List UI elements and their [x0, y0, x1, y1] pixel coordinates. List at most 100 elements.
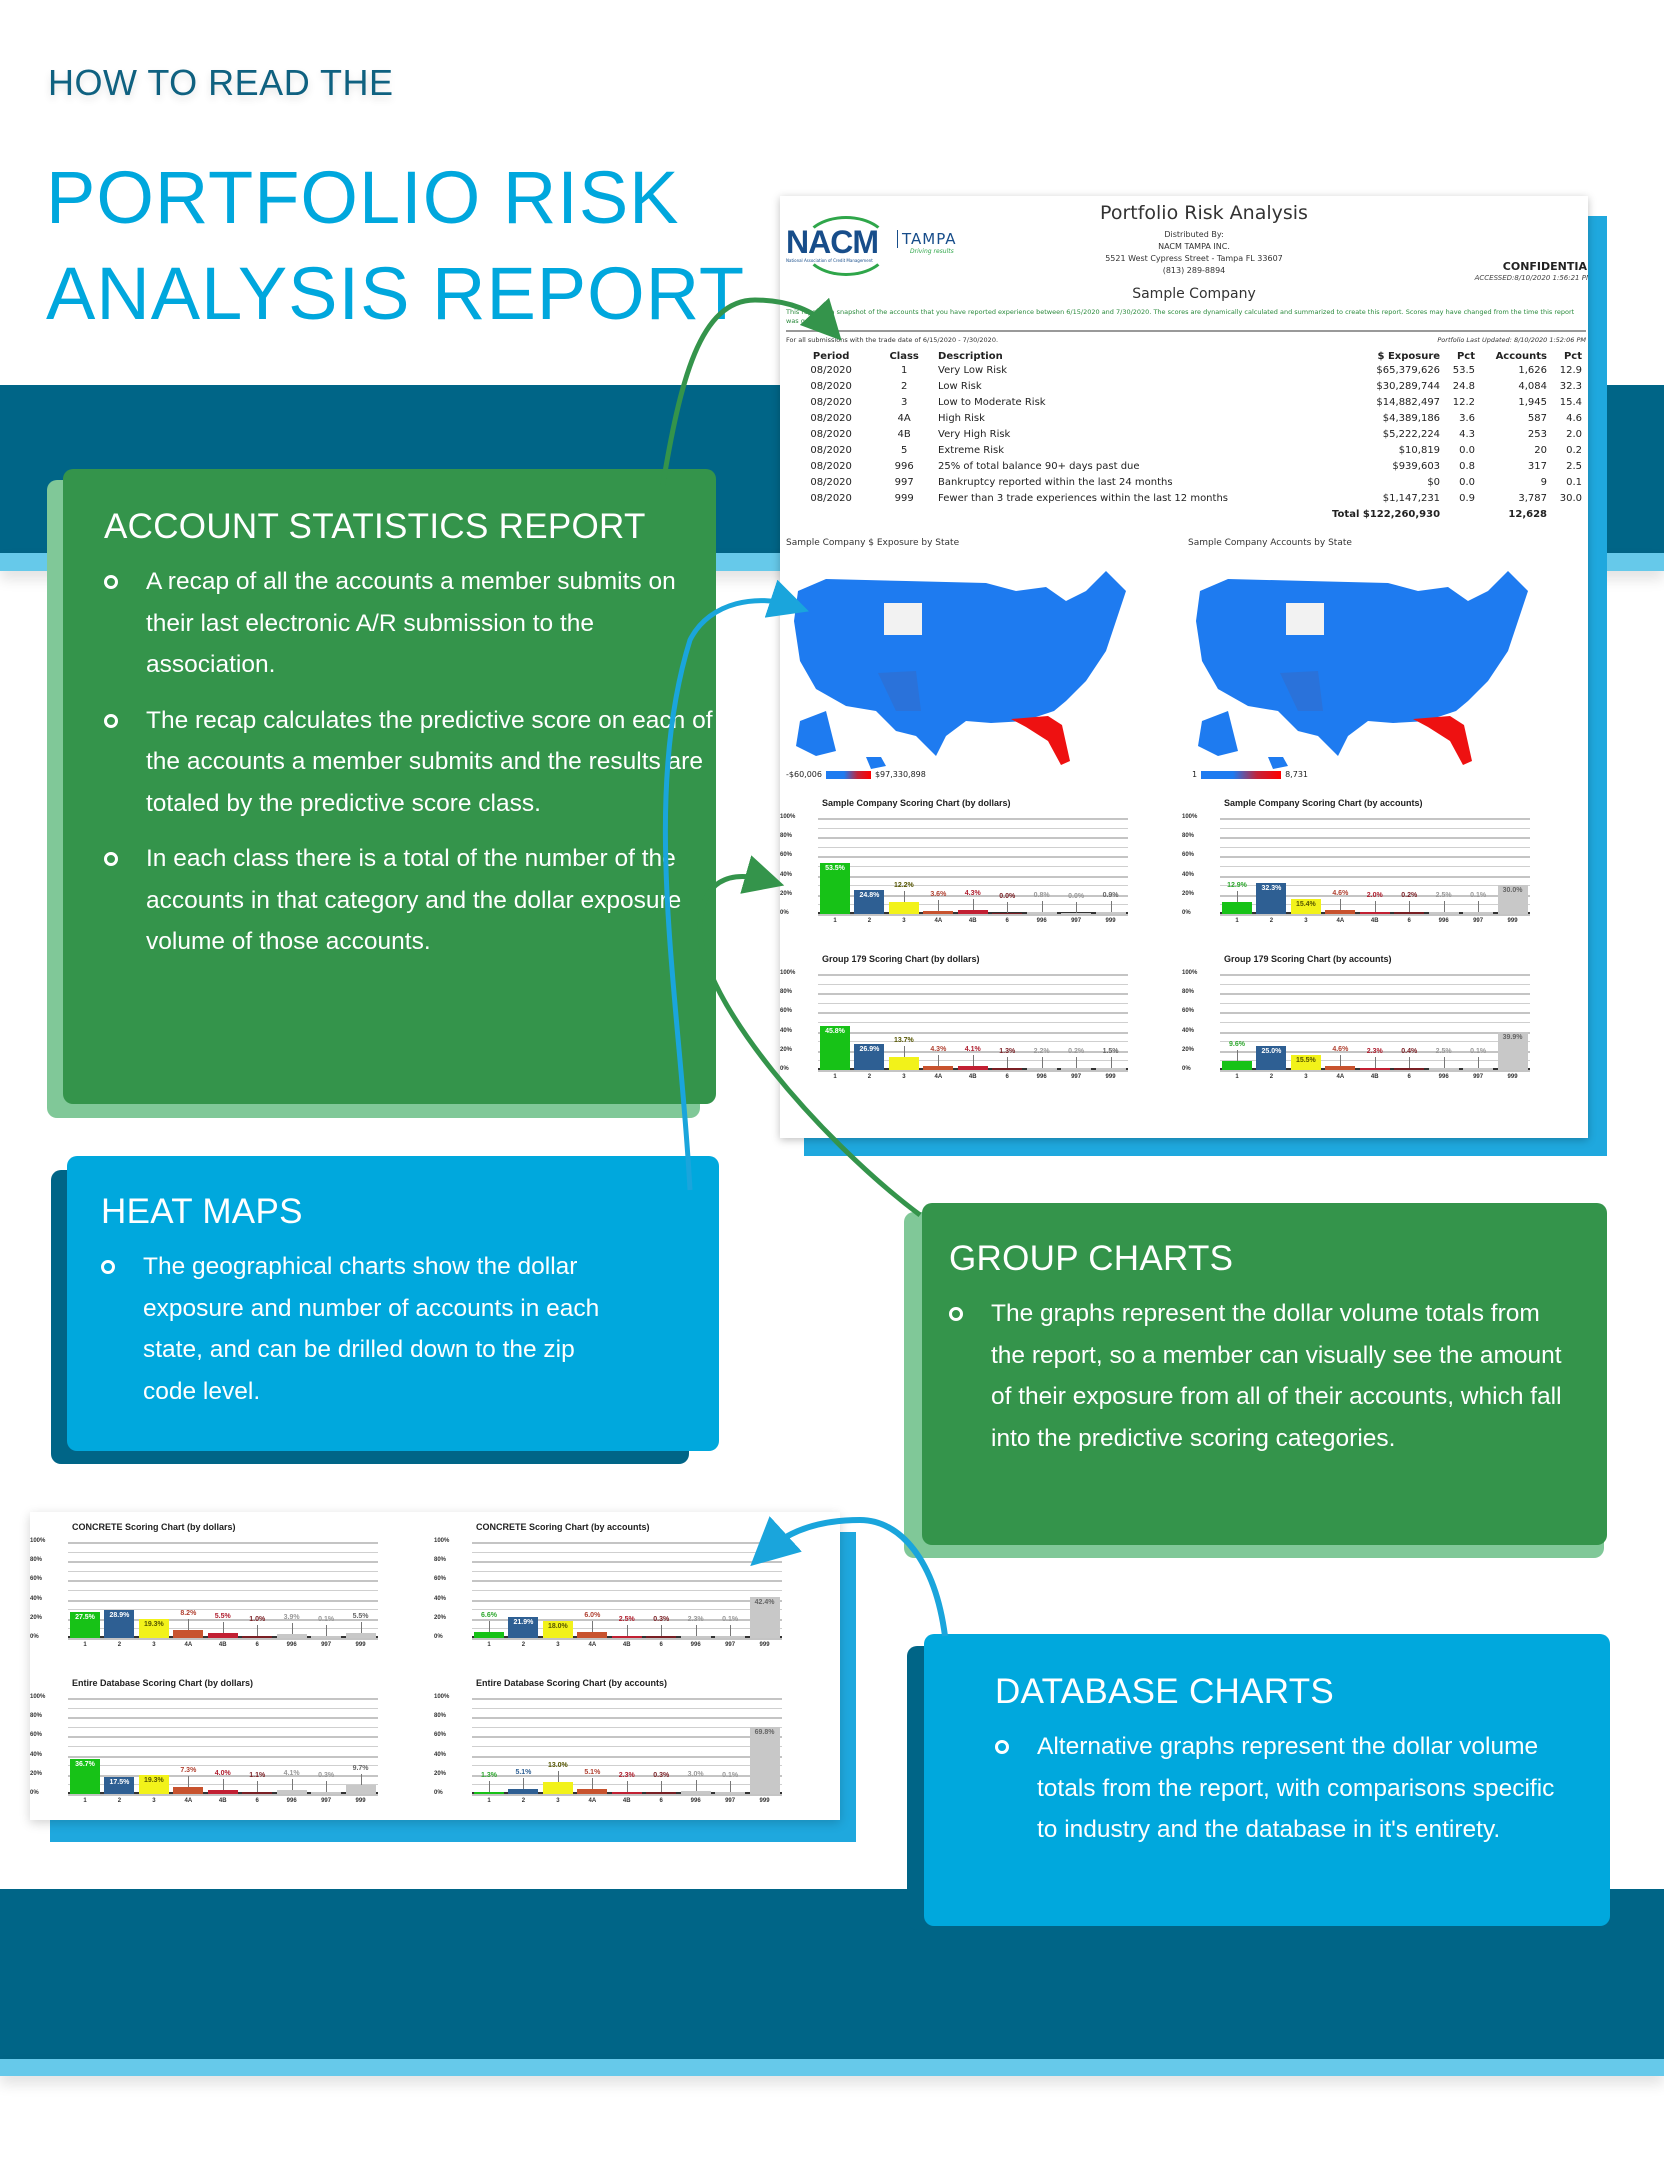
accessed-timestamp: ACCESSED:8/10/2020 1:56:21 PM: [1474, 274, 1588, 282]
bar: [1463, 1068, 1494, 1070]
label-stem: [291, 1779, 293, 1791]
bar-value-label: 1.5%: [1102, 1048, 1119, 1055]
gridline: [68, 1794, 378, 1796]
legend-gradient: [1201, 770, 1282, 779]
y-tick-label: 60%: [30, 1576, 43, 1583]
label-stem: [1237, 890, 1238, 902]
table-row: 08/2020 1 Very Low Risk $65,379,626 53.5 1,62…: [790, 362, 1584, 378]
gridline: [818, 983, 1128, 985]
x-tick-label: 996: [286, 1642, 297, 1648]
bar: [1061, 913, 1092, 914]
gridline: [1220, 993, 1530, 996]
exposure-pct-cell: 0.9: [1459, 492, 1476, 504]
x-tick-label: 4A: [184, 1642, 193, 1648]
exposure-cell: $0: [1427, 476, 1441, 488]
class-cell: 1: [900, 364, 908, 376]
class-cell: 2: [900, 380, 908, 392]
y-tick-label: 0%: [434, 1634, 443, 1640]
bar: [311, 1792, 342, 1794]
gridline: [818, 1012, 1128, 1015]
label-stem: [695, 1780, 697, 1792]
bar-value-label: 1.3%: [481, 1772, 497, 1779]
bar-value-label: 53.5%: [825, 864, 845, 872]
title-line-2: ANALYSIS REPORT: [46, 252, 746, 335]
y-tick-label: 100%: [434, 1694, 450, 1700]
gridline: [818, 1031, 1128, 1034]
gridline: [818, 846, 1128, 848]
bar-value-label: 2.3%: [687, 1615, 704, 1623]
bar: [888, 902, 919, 914]
gridline: [818, 894, 1128, 897]
accounts-pct-cell: 2.5: [1566, 460, 1582, 472]
gridline: [818, 1041, 1128, 1043]
exposure-pct-cell: 4.3: [1459, 428, 1476, 440]
class-cell: 999: [894, 492, 914, 504]
x-tick-label: 997: [725, 1798, 736, 1804]
period-cell: 08/2020: [810, 460, 852, 472]
y-tick-label: 60%: [780, 1008, 793, 1015]
report-page: NACM TAMPA Driving results National Asso…: [780, 196, 1588, 1138]
y-tick-label: 40%: [30, 1595, 43, 1602]
bar-value-label: 2.3%: [1366, 1047, 1383, 1055]
class-cell: 997: [894, 476, 914, 488]
database-charts-bullets: Alternative graphs represent the dollar …: [995, 1726, 1610, 1851]
exposure-heat-map[interactable]: [786, 561, 1136, 771]
bar-value-label: 69.8%: [754, 1728, 775, 1736]
database-charts-title: DATABASE CHARTS: [995, 1672, 1335, 1711]
bullet-text: The geographical charts show the dollar …: [143, 1253, 600, 1405]
x-tick-label: 996: [286, 1798, 297, 1804]
database-accounts-chart: Entire Database Scoring Chart (by accoun…: [434, 1678, 814, 1828]
gridline: [818, 1050, 1128, 1053]
y-tick-label: 0%: [30, 1790, 39, 1796]
gridline: [818, 1070, 1128, 1072]
bar: [138, 1619, 169, 1638]
label-stem: [1110, 901, 1112, 912]
group-dollars-chart: Group 179 Scoring Chart (by dollars) 45.8…: [780, 954, 1160, 1104]
bar-value-label: 0.2%: [1068, 1048, 1085, 1055]
x-tick-label: 999: [355, 1642, 366, 1648]
x-tick-label: 999: [1507, 918, 1518, 924]
bar-value-label: 0.1%: [722, 1772, 739, 1779]
table-row: 08/2020 999 Fewer than 3 trade experiences…: [790, 490, 1584, 506]
x-tick-label: 4A: [934, 1074, 943, 1080]
x-tick-label: 2: [1269, 1074, 1274, 1080]
bar-value-label: 19.3%: [143, 1621, 164, 1629]
gridline: [68, 1609, 378, 1611]
x-tick-label: 4A: [934, 918, 943, 924]
x-tick-label: 4A: [1336, 1074, 1345, 1080]
x-tick-label: 996: [1438, 918, 1449, 924]
x-tick-label: 6: [255, 1798, 259, 1804]
bar-value-label: 4.6%: [1332, 889, 1349, 897]
label-stem: [291, 1623, 293, 1635]
label-stem: [1041, 1056, 1043, 1068]
label-stem: [257, 1781, 259, 1792]
circle-bullet-icon: [104, 713, 118, 728]
circle-bullet-icon: [104, 852, 118, 866]
bar: [1256, 883, 1287, 914]
gridline: [68, 1698, 378, 1700]
class-cell: 996: [894, 460, 914, 472]
bar-value-label: 42.4%: [754, 1599, 775, 1607]
x-tick-label: 4B: [1370, 918, 1379, 924]
label-stem: [730, 1781, 732, 1792]
label-stem: [1110, 1057, 1112, 1068]
chart-title: Entire Database Scoring Chart (by dollar…: [72, 1678, 254, 1688]
gridline: [818, 993, 1128, 996]
label-stem: [592, 1621, 594, 1633]
x-tick-label: 1: [487, 1798, 491, 1804]
chart-plot: 6.6% 21.9% 18.0% 6.0% 2.5% 0.3% 2.3% 0.1% 42.4%: [472, 1542, 782, 1640]
accounts-pct-cell: 32.3: [1559, 380, 1582, 392]
bar-value-label: 4.3%: [964, 889, 981, 897]
y-tick-label: 20%: [30, 1614, 43, 1621]
accounts-pct-cell: 12.9: [1559, 364, 1582, 376]
group-charts-box: GROUP CHARTS The graphs represent the do…: [922, 1203, 1607, 1545]
col-accounts: Accounts: [1495, 350, 1547, 362]
class-cell: 5: [900, 444, 908, 456]
label-stem: [1409, 901, 1411, 912]
x-tick-label: 4B: [1370, 1074, 1379, 1080]
y-tick-label: 60%: [780, 852, 793, 859]
period-cell: 08/2020: [810, 428, 852, 440]
exposure-pct-cell: 24.8: [1452, 380, 1476, 392]
accounts-heat-map[interactable]: [1188, 561, 1538, 771]
bar: [345, 1632, 376, 1638]
